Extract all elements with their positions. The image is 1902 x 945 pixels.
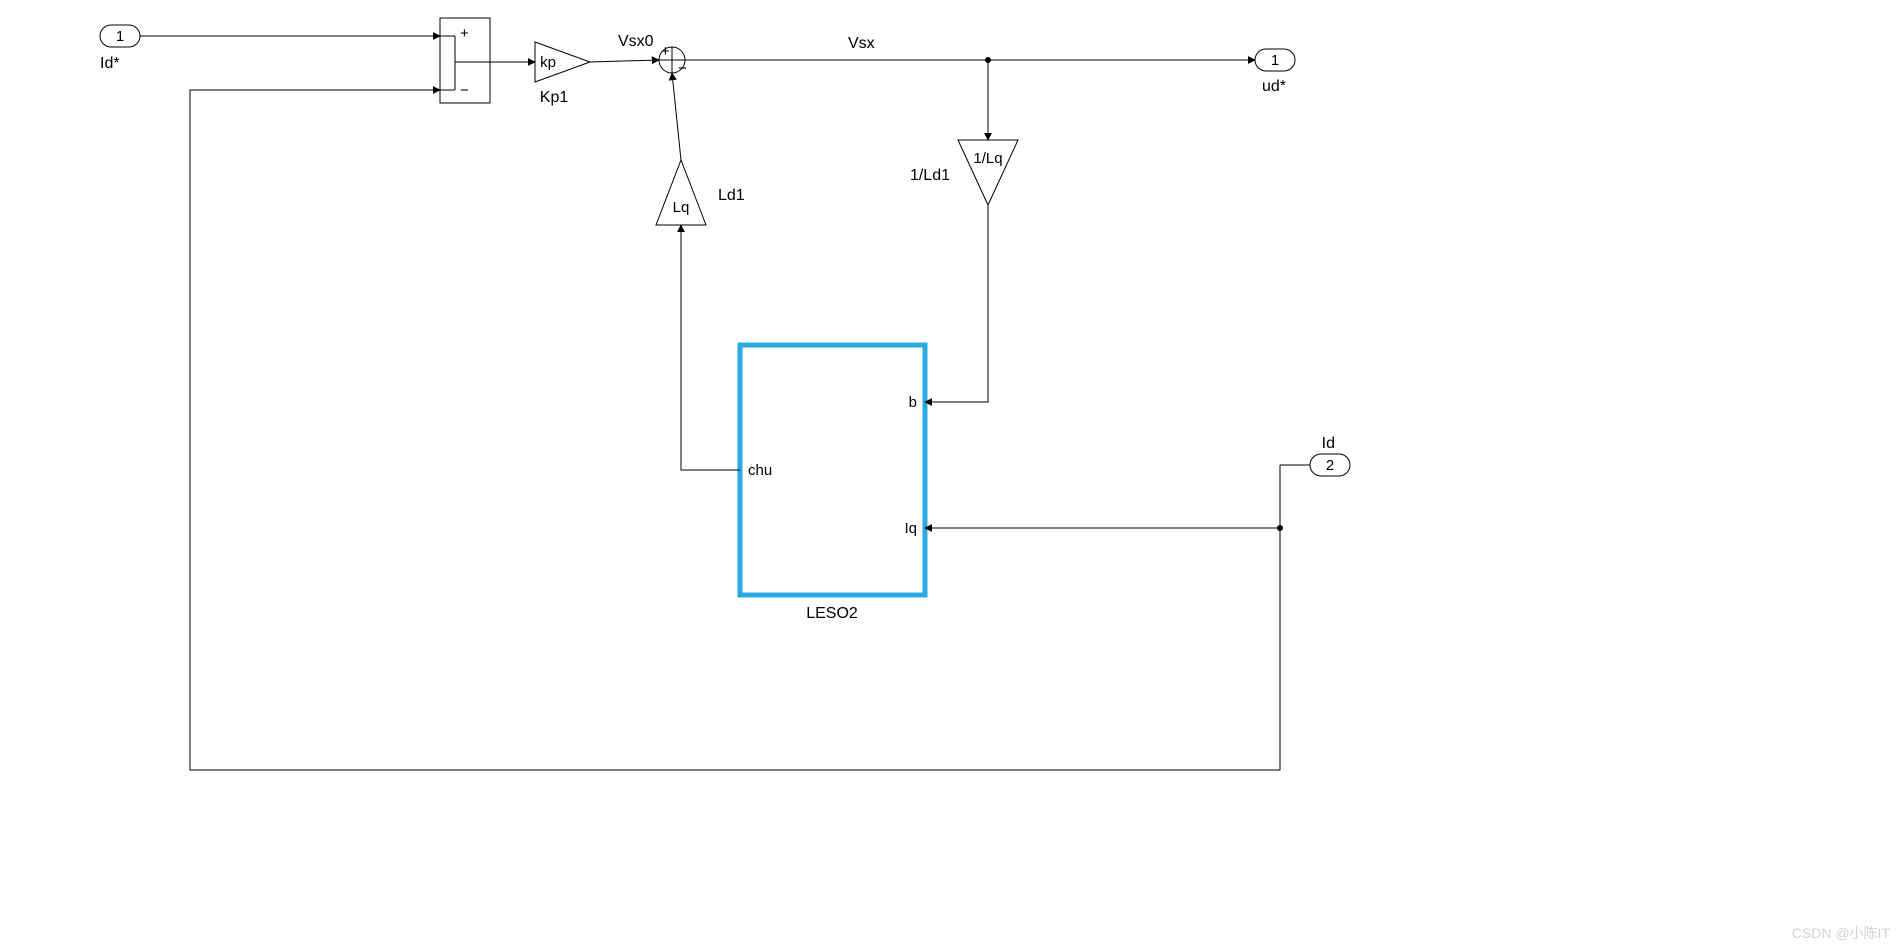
signal-vsx0: Vsx0 [618, 33, 654, 50]
wire-id-to-iq [925, 465, 1280, 528]
gain-kp-text: kp [540, 54, 556, 71]
signal-vsx: Vsx [848, 35, 875, 52]
leso2-in-b: b [909, 394, 917, 411]
node-id [1277, 525, 1283, 531]
wire-kp-to-sum2 [590, 60, 659, 62]
inport-1-number: 1 [116, 28, 124, 45]
inport-id[interactable]: 2 Id [1310, 435, 1350, 476]
simulink-canvas: 1 Id* + − kp Kp1 + − Vsx0 Lq Ld1 1/Lq [0, 0, 1902, 945]
gain-kp-name: Kp1 [540, 89, 569, 106]
inport-2-label: Id [1322, 435, 1335, 452]
wire-invlq-to-b [925, 205, 988, 402]
leso2-out-chu: chu [748, 462, 772, 479]
inport-1-label: Id* [100, 55, 120, 72]
gain-lq-up[interactable]: Lq Ld1 [656, 160, 745, 225]
leso2-in-iq: Iq [904, 520, 917, 537]
inport-2-number: 2 [1326, 457, 1334, 474]
gain-invlq-down[interactable]: 1/Lq 1/Ld1 [910, 140, 1018, 205]
sum2-plus: + [661, 43, 670, 60]
outport-ud-star[interactable]: 1 ud* [1255, 49, 1295, 95]
sum-block[interactable]: + − [440, 18, 490, 103]
gain-lq-text: Lq [673, 199, 690, 216]
subsystem-leso2[interactable]: chu b Iq LESO2 [740, 345, 925, 622]
sum-circle[interactable]: + − [659, 43, 687, 77]
watermark: CSDN @小陈IT [1792, 925, 1891, 941]
sum-sign-minus: − [460, 82, 469, 99]
wire-chu-to-lq [681, 225, 740, 470]
gain-lq-name: Ld1 [718, 187, 745, 204]
outport-1-label: ud* [1262, 78, 1286, 95]
sum-sign-plus: + [460, 25, 469, 42]
gain-invlq-text: 1/Lq [973, 150, 1002, 167]
leso2-name: LESO2 [806, 605, 858, 622]
sum2-minus: − [678, 60, 687, 77]
wire-lq-to-sum2 [672, 73, 681, 160]
gain-kp[interactable]: kp Kp1 [535, 42, 590, 106]
inport-id-star[interactable]: 1 Id* [100, 25, 140, 72]
outport-1-number: 1 [1271, 52, 1279, 69]
gain-invlq-name: 1/Ld1 [910, 167, 950, 184]
